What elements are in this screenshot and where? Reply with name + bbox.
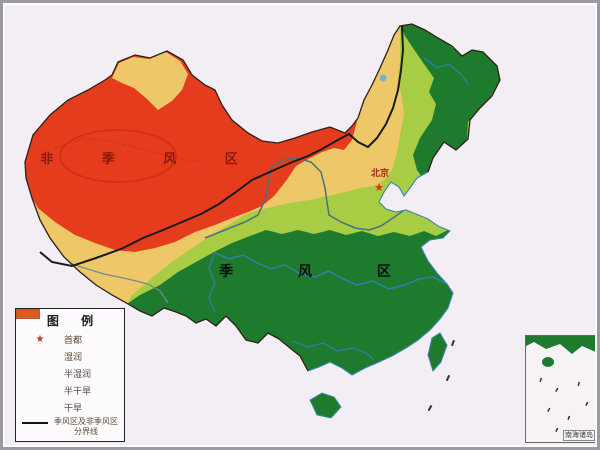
legend-item-label: 首都 — [64, 336, 83, 346]
tsangpo-river — [51, 255, 169, 304]
beijing-star-icon: ★ — [374, 181, 384, 194]
inset-map — [526, 336, 595, 433]
region-semi-arid-altai — [112, 52, 188, 110]
legend-item-label: 湿润 — [64, 353, 83, 363]
yellow-river — [204, 157, 404, 239]
legend-boundary-label-line1: 季风区及非季风区 — [54, 417, 118, 426]
jinsha-river — [208, 252, 216, 313]
tianshan-faint-line — [54, 137, 201, 163]
legend-capital-star-icon: ★ — [35, 333, 45, 345]
offshore-island-dashes — [427, 339, 455, 412]
legend-item-label: 半干旱 — [64, 387, 92, 397]
legend-item-semi-humid: 半湿润 — [16, 309, 124, 382]
legend-swatch-arid — [16, 309, 40, 319]
region-arid-northwest — [25, 51, 358, 252]
inset-island-dots — [539, 377, 589, 433]
legend-boundary-label-line2: 分界线 — [74, 427, 98, 436]
legend-item-humid: 湿润 — [16, 309, 124, 365]
china-coastline — [307, 171, 454, 376]
pearl-river — [292, 340, 375, 361]
region-humid-northeast — [400, 24, 500, 186]
boundary-line-swatch — [22, 422, 48, 424]
legend-item-semi-arid: 半干旱 — [16, 309, 124, 399]
legend-item-label: 干旱 — [64, 404, 83, 414]
legend-item-boundary: 季风区及非季风区 分界线 — [16, 417, 124, 437]
map-background: 非 季 风 区 季 风 区 北京 ★ 图 例 ★ 首都 湿润 半湿润 半干旱 — [5, 5, 595, 445]
hulun-lake — [379, 74, 387, 82]
inset-south-china-sea: 南海诸岛 — [525, 335, 595, 443]
tarim-basin-ring — [59, 129, 177, 183]
inset-hainan — [542, 357, 554, 367]
beijing-label: 北京 — [371, 167, 389, 179]
inset-label: 南海诸岛 — [563, 430, 595, 441]
legend-item-arid: 干旱 — [16, 309, 124, 416]
china-land-border — [24, 23, 501, 372]
china-climate-map: 非 季 风 区 季 风 区 北京 ★ — [24, 23, 501, 419]
legend-item-label: 半湿润 — [64, 370, 92, 380]
songhua-river — [423, 57, 470, 86]
inset-coast — [526, 336, 595, 354]
yangtze-river — [214, 252, 448, 290]
legend: 图 例 ★ 首都 湿润 半湿润 半干旱 干旱 — [15, 308, 125, 442]
non-monsoon-region-label: 非 季 风 区 — [40, 151, 260, 167]
taiwan-island — [427, 332, 448, 372]
monsoon-boundary-line — [39, 25, 405, 268]
hainan-island — [309, 392, 342, 419]
legend-title: 图 例 — [46, 314, 103, 328]
monsoon-region-label: 季 风 区 — [218, 263, 421, 280]
legend-item-capital: ★ 首都 — [16, 331, 124, 348]
